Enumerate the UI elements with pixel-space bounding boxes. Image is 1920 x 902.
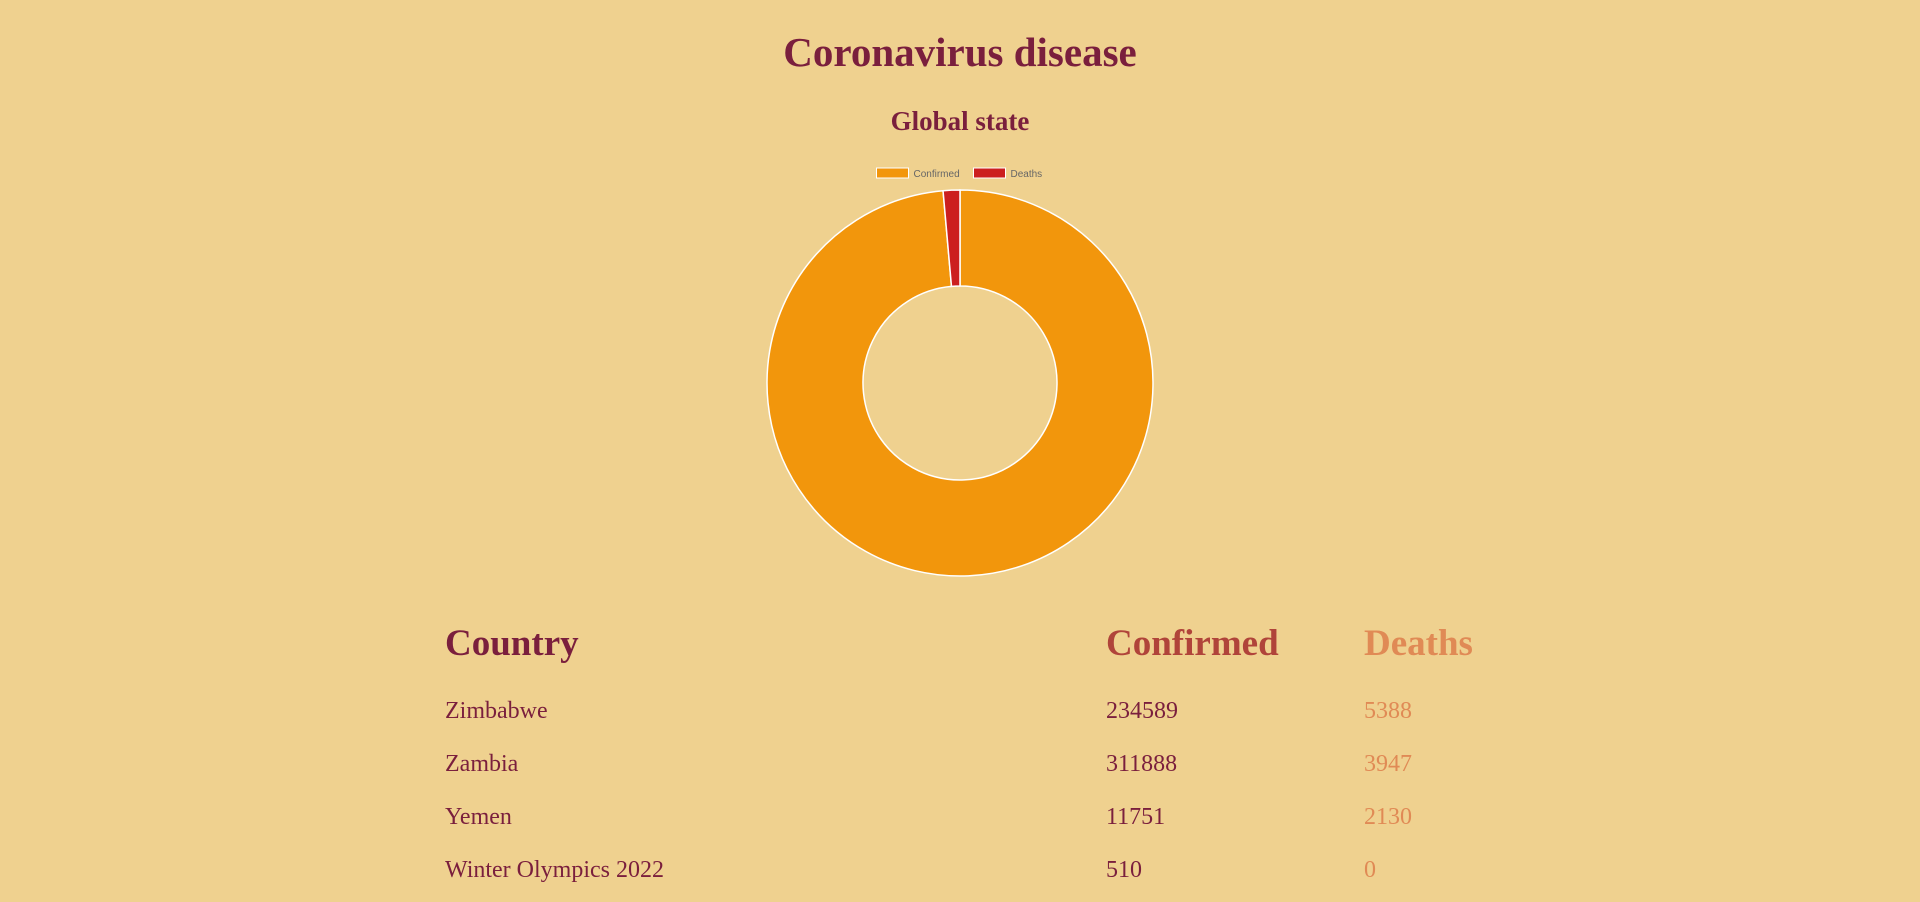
country-cell: Zimbabwe	[445, 698, 548, 724]
slice-confirmed[interactable]	[766, 189, 1154, 577]
chart-slices	[766, 189, 1154, 577]
page-title: Coronavirus disease	[783, 29, 1137, 75]
legend-swatch-deaths[interactable]	[973, 167, 1006, 179]
legend-label-deaths[interactable]: Deaths	[1011, 169, 1043, 180]
chart-legend: Confirmed Deaths	[876, 167, 1043, 180]
header-confirmed: Confirmed	[1106, 623, 1279, 664]
table-row: Zimbabwe 234589 5388	[445, 696, 1485, 749]
deaths-cell: 3947	[1364, 751, 1412, 777]
chart-title: Global state	[890, 106, 1030, 136]
deaths-cell: 5388	[1364, 698, 1412, 724]
country-cell: Winter Olympics 2022	[445, 857, 664, 883]
legend-swatch-confirmed[interactable]	[876, 167, 909, 179]
country-cell: Zambia	[445, 751, 519, 777]
confirmed-cell: 510	[1106, 857, 1142, 883]
header-deaths: Deaths	[1364, 623, 1473, 664]
deaths-cell: 2130	[1364, 804, 1412, 830]
table-row: Zambia 311888 3947	[445, 749, 1485, 802]
deaths-cell: 0	[1364, 857, 1376, 883]
header-country: Country	[445, 623, 579, 664]
table-row: Winter Olympics 2022 510 0	[445, 855, 1485, 902]
confirmed-cell: 234589	[1106, 698, 1178, 724]
table-row: Yemen 11751 2130	[445, 802, 1485, 855]
slice-deaths[interactable]	[942, 189, 961, 288]
confirmed-cell: 311888	[1106, 751, 1178, 777]
table-header-row: Country Confirmed Deaths	[445, 620, 1485, 673]
legend-label-confirmed[interactable]: Confirmed	[914, 169, 960, 180]
country-cell: Yemen	[445, 804, 512, 830]
doughnut-chart: Confirmed Deaths	[766, 167, 1154, 577]
confirmed-cell: 11751	[1106, 804, 1166, 830]
